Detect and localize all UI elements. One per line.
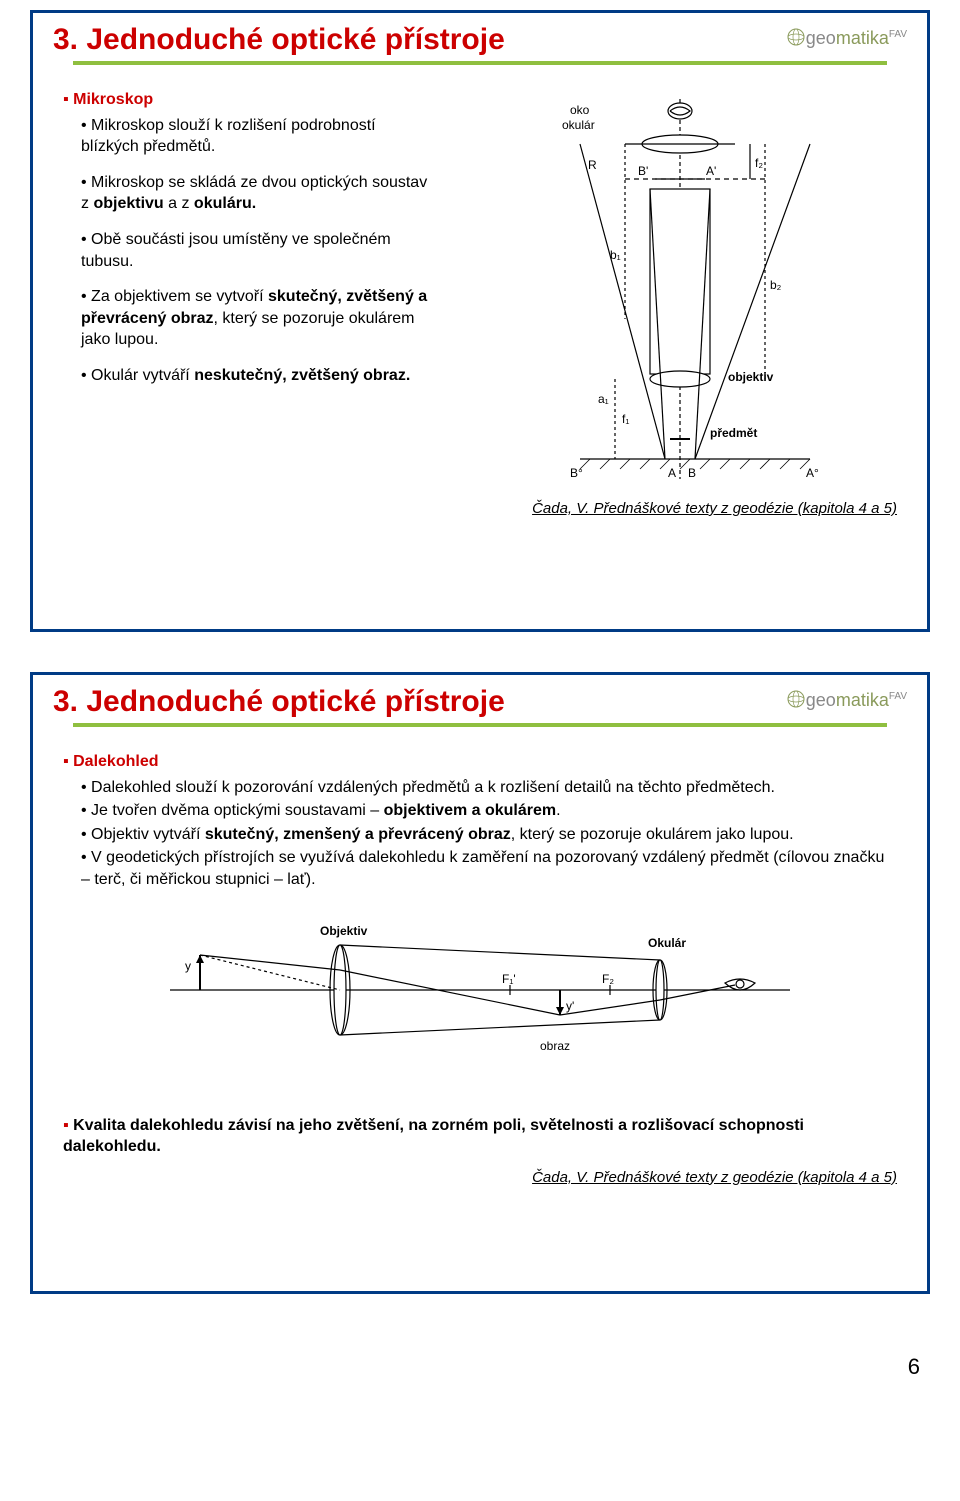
label-okular: okulár [562, 118, 595, 132]
label-A: A [668, 466, 676, 480]
page-number: 6 [0, 1334, 960, 1400]
label-objektiv: Objektiv [320, 924, 368, 938]
section-title: Dalekohled [63, 751, 897, 773]
bullet-list: Dalekohled slouží k pozorování vzdálenýc… [81, 777, 897, 891]
label-oko: oko [570, 103, 590, 117]
logo-grey: geo [806, 28, 836, 48]
section-title: Mikroskop [63, 89, 433, 111]
label-F1: F₁' [502, 972, 516, 986]
microscope-diagram: oko okulár R B' A' f₂ b₁ b₂ objektiv a₁ … [510, 89, 850, 489]
logo: geomatikaFAV [786, 27, 907, 49]
bullet-item: V geodetických přístrojích se využívá da… [81, 847, 897, 890]
citation: Čada, V. Přednáškové texty z geodézie (k… [63, 1168, 897, 1188]
slide-header: 3. Jednoduché optické přístroje geomatik… [33, 13, 927, 69]
quality-para: Kvalita dalekohledu závisí na jeho zvětš… [63, 1117, 804, 1156]
slide-body: Mikroskop Mikroskop slouží k rozlišení p… [33, 69, 927, 629]
label-F2: F₂ [602, 972, 614, 986]
label-f1: f₁ [622, 412, 629, 426]
slide-2: 3. Jednoduché optické přístroje geomatik… [30, 672, 930, 1294]
logo-grey: geo [806, 690, 836, 710]
two-column-layout: Mikroskop Mikroskop slouží k rozlišení p… [63, 89, 897, 489]
label-B1: B' [638, 164, 648, 178]
telescope-diagram: Objektiv Okulár y y' F₁' F₂ obraz [160, 905, 800, 1075]
text-column: Mikroskop Mikroskop slouží k rozlišení p… [63, 89, 433, 489]
bullet-item: Objektiv vytváří skutečný, zmenšený a př… [81, 824, 897, 846]
header-underline [73, 723, 887, 727]
label-obraz: obraz [540, 1039, 570, 1053]
globe-icon [786, 27, 806, 47]
logo-green: matika [836, 690, 889, 710]
slide-1: 3. Jednoduché optické přístroje geomatik… [30, 10, 930, 632]
bullet-item: Obě součásti jsou umístěny ve společném … [81, 229, 433, 272]
label-predmet: předmět [710, 426, 757, 440]
label-A1: A' [706, 164, 716, 178]
logo-green: matika [836, 28, 889, 48]
label-R: R [588, 158, 597, 172]
logo-sup: FAV [889, 691, 907, 702]
header-underline [73, 61, 887, 65]
diagram-column: oko okulár R B' A' f₂ b₁ b₂ objektiv a₁ … [463, 89, 897, 489]
slide-body: Dalekohled Dalekohled slouží k pozorován… [33, 731, 927, 1291]
logo-sup: FAV [889, 29, 907, 40]
citation: Čada, V. Přednáškové texty z geodézie (k… [63, 499, 897, 519]
bullet-item: Okulár vytváří neskutečný, zvětšený obra… [81, 365, 433, 387]
label-objektiv: objektiv [728, 370, 774, 384]
label-b1: b₁ [610, 248, 621, 262]
bullet-list: Mikroskop slouží k rozlišení podrobností… [81, 115, 433, 387]
bullet-item: Mikroskop slouží k rozlišení podrobností… [81, 115, 433, 158]
slide-title: 3. Jednoduché optické přístroje [53, 23, 907, 57]
globe-icon [786, 689, 806, 709]
label-b2: b₂ [770, 278, 782, 292]
bullet-item: Za objektivem se vytvoří skutečný, zvětš… [81, 286, 433, 351]
slide-header: 3. Jednoduché optické přístroje geomatik… [33, 675, 927, 731]
bullet-item: Mikroskop se skládá ze dvou optických so… [81, 172, 433, 215]
label-As: A° [806, 466, 819, 480]
slide-title: 3. Jednoduché optické přístroje [53, 685, 907, 719]
bullet-item: Je tvořen dvěma optickými soustavami – o… [81, 800, 897, 822]
label-yp: y' [566, 999, 574, 1013]
label-y: y [185, 959, 191, 973]
label-Bs: B° [570, 466, 583, 480]
label-f2: f₂ [755, 156, 763, 170]
label-a1: a₁ [598, 392, 609, 406]
logo: geomatikaFAV [786, 689, 907, 711]
label-B: B [688, 466, 696, 480]
bullet-item: Dalekohled slouží k pozorování vzdálenýc… [81, 777, 897, 799]
label-okular: Okulár [648, 936, 686, 950]
